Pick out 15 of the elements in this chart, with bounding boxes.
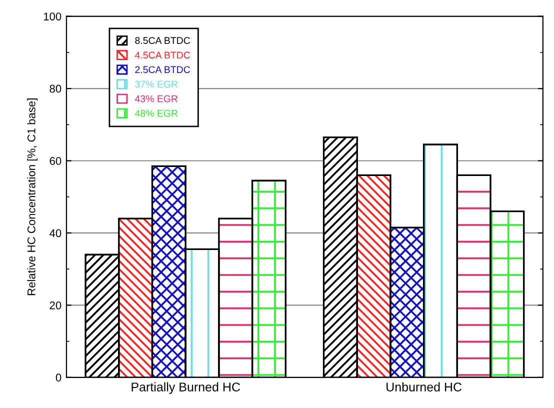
x-tick-label: Partially Burned HC <box>132 382 240 394</box>
y-tick-label: 0 <box>56 374 62 382</box>
y-tick-label: 20 <box>50 301 62 310</box>
y-tick-label: 40 <box>50 229 62 238</box>
legend-label: 37% EGR <box>135 80 178 88</box>
legend-label: 2.5CA BTDC <box>135 66 190 74</box>
legend-label: 4.5CA BTDC <box>134 52 190 59</box>
legend-label: 8.5CA BTDC <box>135 37 190 44</box>
legend-label: 48% EGR <box>134 110 178 117</box>
x-tick-label: Unburned HC <box>386 382 462 392</box>
y-tick-label: 100 <box>44 12 62 20</box>
y-tick-label: 60 <box>50 157 62 165</box>
legend-label: 43% EGR <box>134 95 178 102</box>
y-axis-title: Relative HC Concentration [%, C1 base] <box>27 98 38 296</box>
y-tick-label: 80 <box>50 84 62 93</box>
